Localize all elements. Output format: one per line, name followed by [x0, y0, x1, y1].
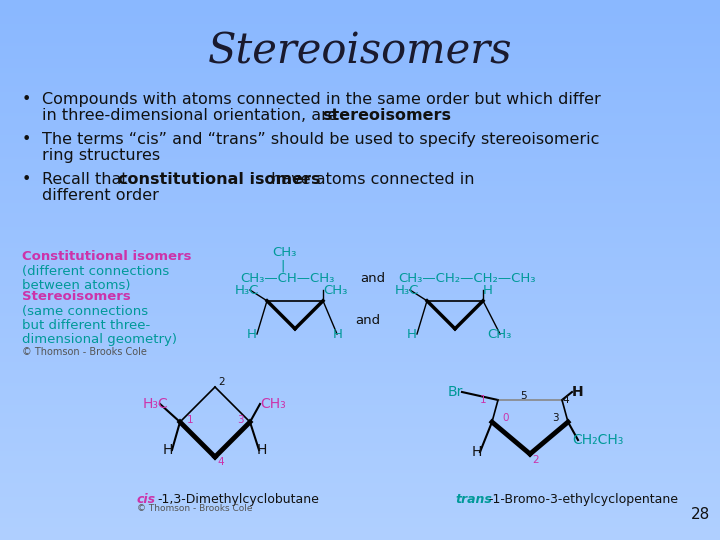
- Text: •: •: [22, 132, 32, 147]
- Text: (different connections: (different connections: [22, 265, 169, 278]
- Text: H: H: [572, 385, 584, 399]
- Text: and: and: [355, 314, 380, 327]
- Text: constitutional isomers: constitutional isomers: [118, 172, 320, 187]
- Text: H₃C: H₃C: [143, 397, 168, 411]
- Text: CH₂CH₃: CH₂CH₃: [572, 433, 624, 447]
- Text: CH₃: CH₃: [260, 397, 286, 411]
- Text: © Thomson - Brooks Cole: © Thomson - Brooks Cole: [137, 504, 253, 513]
- Text: dimensional geometry): dimensional geometry): [22, 333, 177, 346]
- Text: have atoms connected in: have atoms connected in: [266, 172, 474, 187]
- Text: Br: Br: [448, 385, 464, 399]
- Text: but different three-: but different three-: [22, 319, 150, 332]
- Text: 4: 4: [217, 457, 224, 467]
- Text: 2: 2: [218, 377, 225, 387]
- Text: trans: trans: [455, 493, 492, 506]
- Text: Recall that: Recall that: [42, 172, 132, 187]
- Text: 3: 3: [237, 415, 243, 425]
- Text: 5: 5: [520, 391, 526, 401]
- Text: |: |: [280, 260, 284, 273]
- Text: H: H: [257, 443, 267, 457]
- Text: H: H: [483, 284, 493, 296]
- Text: •: •: [22, 92, 32, 107]
- Text: different order: different order: [42, 188, 159, 203]
- Text: 2: 2: [532, 455, 539, 465]
- Text: H₃C: H₃C: [395, 284, 419, 296]
- Text: in three-dimensional orientation, are: in three-dimensional orientation, are: [42, 108, 343, 123]
- Text: stereoisomers: stereoisomers: [322, 108, 451, 123]
- Text: H: H: [163, 443, 174, 457]
- Text: 0: 0: [502, 413, 508, 423]
- Text: Compounds with atoms connected in the same order but which differ: Compounds with atoms connected in the sa…: [42, 92, 600, 107]
- Text: (same connections: (same connections: [22, 305, 148, 318]
- Text: © Thomson - Brooks Cole: © Thomson - Brooks Cole: [22, 347, 147, 357]
- Text: 1: 1: [187, 415, 194, 425]
- Text: H: H: [472, 445, 482, 459]
- Text: between atoms): between atoms): [22, 279, 130, 292]
- Text: H: H: [247, 327, 257, 341]
- Text: H: H: [407, 327, 417, 341]
- Text: 1: 1: [480, 395, 487, 405]
- Text: Stereoisomers: Stereoisomers: [208, 30, 512, 72]
- Text: 4: 4: [562, 395, 569, 405]
- Text: Constitutional isomers: Constitutional isomers: [22, 250, 192, 263]
- Text: CH₃: CH₃: [272, 246, 297, 259]
- Text: •: •: [22, 172, 32, 187]
- Text: CH₃—CH—CH₃: CH₃—CH—CH₃: [240, 272, 334, 285]
- Text: CH₃—CH₂—CH₂—CH₃: CH₃—CH₂—CH₂—CH₃: [398, 272, 536, 285]
- Text: CH₃: CH₃: [323, 284, 347, 296]
- Text: -1-Bromo-3-ethylcyclopentane: -1-Bromo-3-ethylcyclopentane: [488, 493, 678, 506]
- Text: The terms “cis” and “trans” should be used to specify stereoisomeric: The terms “cis” and “trans” should be us…: [42, 132, 599, 147]
- Text: 3: 3: [552, 413, 559, 423]
- Text: cis: cis: [137, 493, 156, 506]
- Text: H₃C: H₃C: [235, 284, 259, 296]
- Text: H: H: [333, 327, 343, 341]
- Text: Stereoisomers: Stereoisomers: [22, 290, 131, 303]
- Text: 28: 28: [690, 507, 710, 522]
- Text: and: and: [360, 272, 385, 285]
- Text: -1,3-Dimethylcyclobutane: -1,3-Dimethylcyclobutane: [157, 493, 319, 506]
- Text: CH₃: CH₃: [487, 327, 511, 341]
- Text: ring structures: ring structures: [42, 148, 160, 163]
